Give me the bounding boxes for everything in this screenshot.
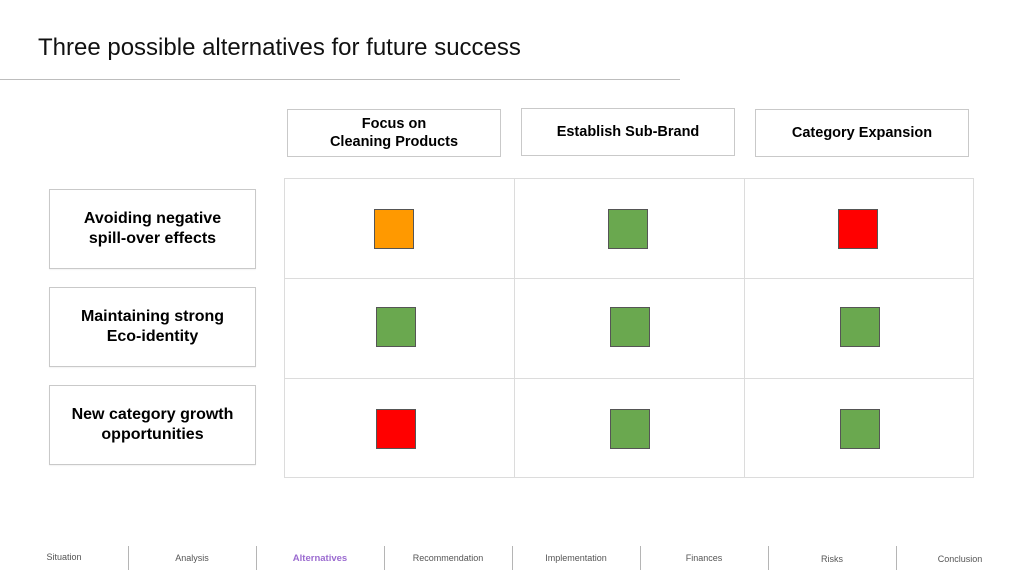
rating-cell-r1-c2 (608, 209, 648, 249)
nav-item-alternatives[interactable]: Alternatives (292, 553, 348, 564)
rating-cell-r3-c1 (376, 409, 416, 449)
rating-matrix (284, 178, 974, 478)
nav-item-finances[interactable]: Finances (685, 553, 723, 563)
row-label-avoiding-spillover: Avoiding negative spill-over effects (49, 189, 256, 269)
rating-cell-r1-c3 (838, 209, 878, 249)
nav-item-risks[interactable]: Risks (821, 554, 843, 564)
column-header-category-expansion: Category Expansion (755, 109, 969, 157)
nav-separator (896, 546, 897, 570)
nav-item-recommendation[interactable]: Recommendation (412, 553, 484, 563)
nav-separator (768, 546, 769, 570)
row-label-category-growth: New category growth opportunities (49, 385, 256, 465)
rating-cell-r2-c3 (840, 307, 880, 347)
row-label-eco-identity: Maintaining strong Eco-identity (49, 287, 256, 367)
column-header-establish-sub-brand: Establish Sub-Brand (521, 108, 735, 156)
grid-divider (285, 378, 973, 379)
rating-cell-r1-c1 (374, 209, 414, 249)
section-navigation: Situation Analysis Alternatives Recommen… (0, 544, 1024, 574)
nav-separator (640, 546, 641, 570)
grid-divider (285, 278, 973, 279)
nav-item-situation[interactable]: Situation (46, 552, 82, 562)
column-header-focus-on-cleaning-products: Focus on Cleaning Products (287, 109, 501, 157)
nav-item-analysis[interactable]: Analysis (175, 553, 209, 563)
page-title: Three possible alternatives for future s… (38, 34, 521, 61)
nav-separator (256, 546, 257, 570)
grid-divider (514, 179, 515, 477)
nav-separator (512, 546, 513, 570)
rating-cell-r3-c3 (840, 409, 880, 449)
nav-separator (128, 546, 129, 570)
title-divider (0, 79, 680, 80)
nav-item-implementation[interactable]: Implementation (545, 553, 607, 563)
rating-cell-r3-c2 (610, 409, 650, 449)
nav-item-conclusion[interactable]: Conclusion (937, 554, 983, 564)
grid-divider (744, 179, 745, 477)
rating-cell-r2-c2 (610, 307, 650, 347)
nav-separator (384, 546, 385, 570)
rating-cell-r2-c1 (376, 307, 416, 347)
